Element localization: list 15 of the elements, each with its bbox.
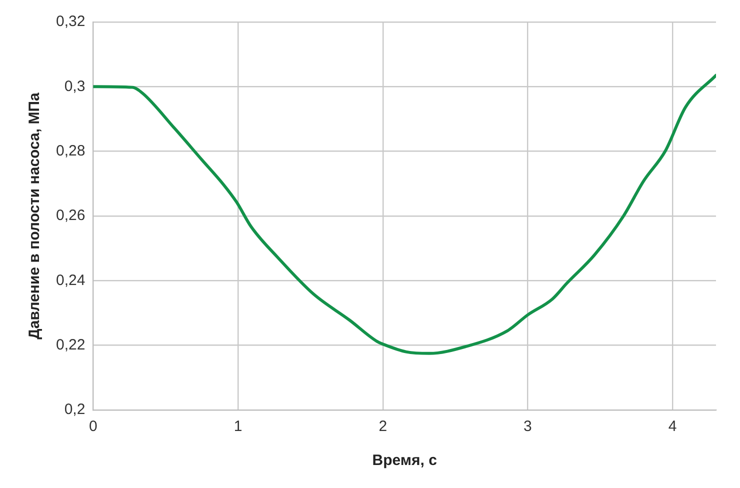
y-tick-label: 0,24: [56, 272, 86, 289]
x-tick-label: 2: [378, 418, 388, 436]
y-tick-label: 0,32: [56, 13, 86, 30]
y-tick-label: 0,26: [56, 207, 86, 224]
line-series: [93, 74, 716, 355]
y-axis-title: Давление в полости насоса, МПа: [26, 92, 44, 340]
x-tick-label: 4: [668, 418, 677, 436]
x-tick-label: 0: [89, 418, 98, 436]
y-tick-label: 0,3: [64, 78, 86, 95]
x-tick-label: 1: [234, 418, 242, 436]
y-tick-label: 0,28: [56, 142, 86, 160]
y-tick-label: 0,2: [64, 401, 86, 418]
y-tick-label: 0,22: [56, 336, 86, 354]
x-axis-title: Время, с: [372, 452, 437, 470]
x-tick-label: 3: [524, 418, 532, 436]
